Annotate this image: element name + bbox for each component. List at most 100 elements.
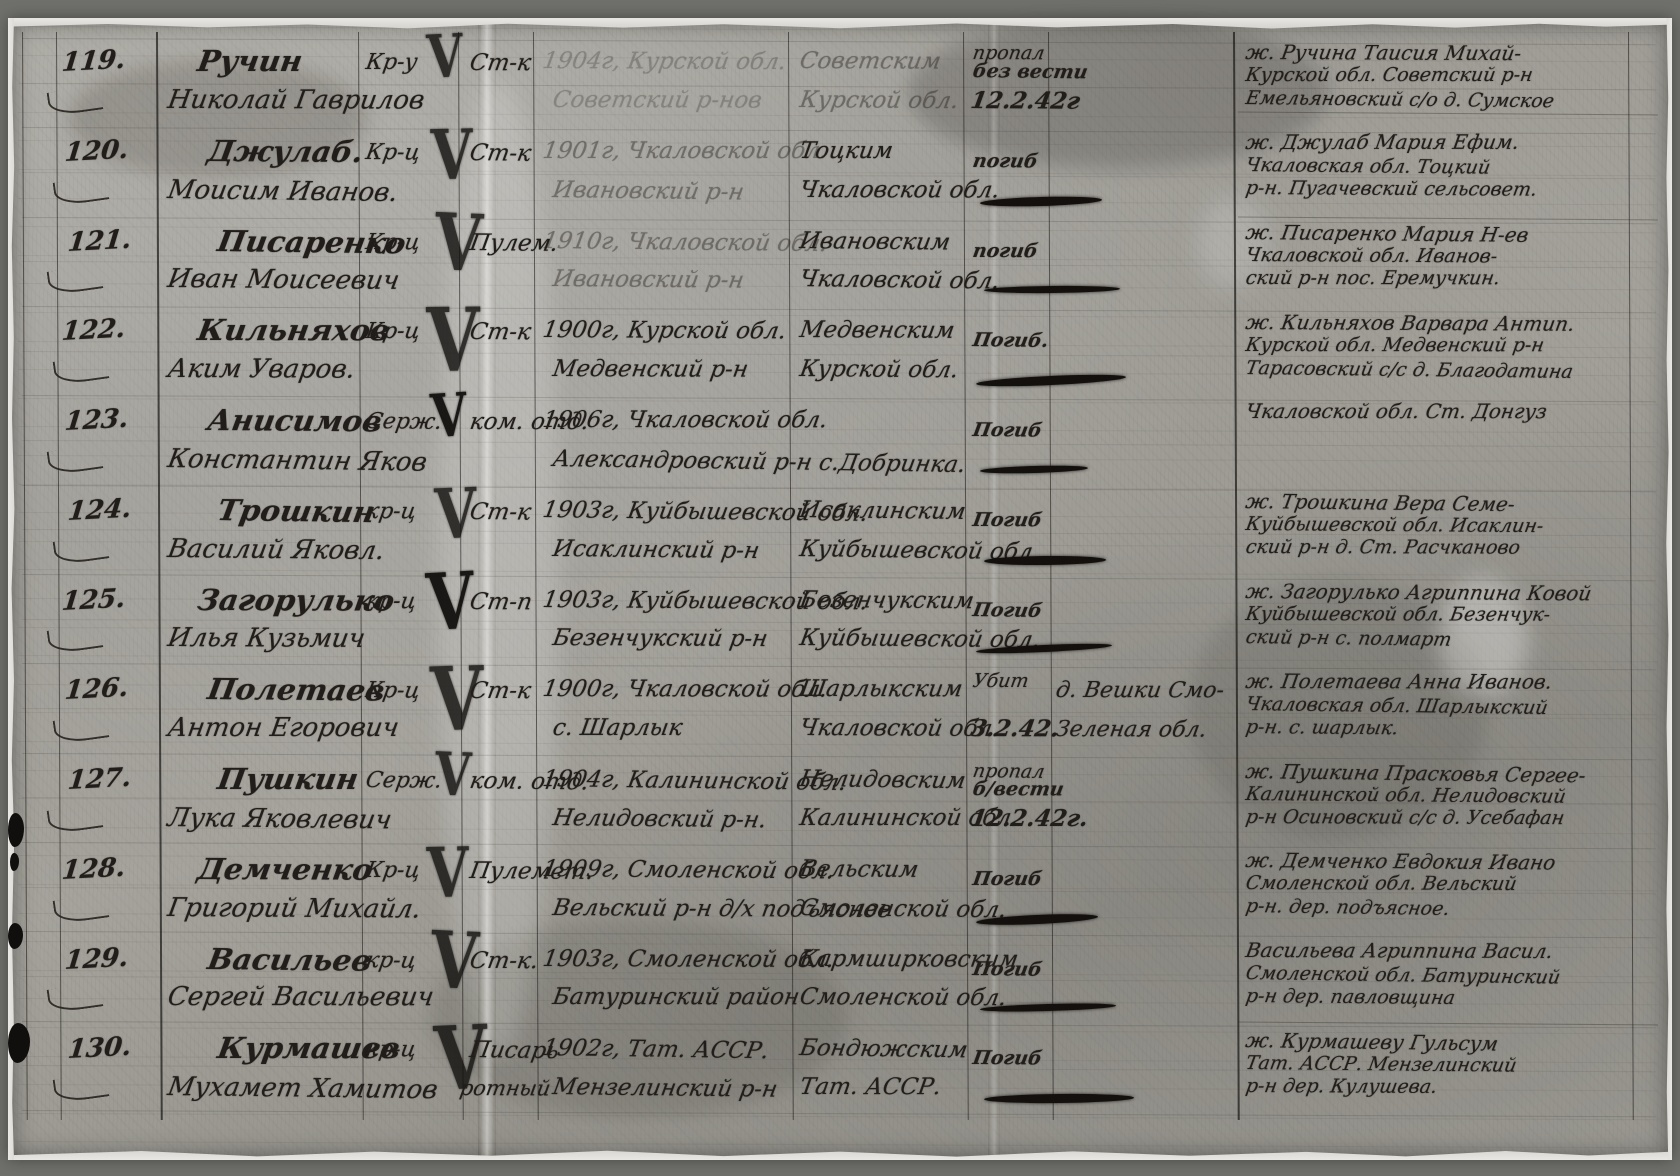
- birthplace-line2: Нелидовский р-н.: [550, 804, 769, 834]
- birthplace-line1: 1904г, Курской обл.: [540, 48, 789, 76]
- relatives-line1: ж. Ручина Таисия Михай-: [1244, 40, 1524, 66]
- surname-text: Демченко: [195, 851, 376, 887]
- relatives-line2: Чкаловская обл. Шарлыкский: [1244, 692, 1550, 719]
- relatives-line3: р-н дер. павловщина: [1244, 985, 1457, 1010]
- fate-line1: Убит: [971, 670, 1031, 693]
- rank-text: кр-ц: [363, 588, 419, 614]
- birthplace-line2: Исаклинский р-н: [550, 535, 762, 564]
- recruit-district-line2: Чкаловской обл.: [797, 266, 1002, 295]
- recruit-district-line1: Вельским: [797, 855, 921, 883]
- recruit-district-line2: Тат. АССР.: [797, 1074, 943, 1101]
- row-number: 121.: [66, 224, 133, 258]
- fate-line2: б/вести: [971, 778, 1066, 801]
- paper-edge-left: [8, 18, 15, 1160]
- relatives-line3: ский р-н д. Ст. Расчканово: [1244, 536, 1522, 559]
- role-text: Ст-к: [467, 498, 534, 526]
- surname-text: Пушкин: [215, 762, 361, 797]
- relatives-line2: Куйбышевской обл. Исаклин-: [1244, 513, 1546, 538]
- fate-line2: Погиб: [971, 867, 1044, 890]
- given-name-text: Моисим Иванов.: [165, 174, 401, 208]
- relatives-line2: Чкаловская обл. Тоцкий: [1244, 153, 1493, 179]
- row-number: 126.: [63, 673, 130, 707]
- checkmark-v-annotation: V: [428, 381, 470, 453]
- given-name-text: Антон Егорович: [165, 713, 402, 744]
- surname-text: Джулаб.: [205, 133, 366, 169]
- relatives-line3: р-н Осиновский с/с д. Усебафан: [1244, 805, 1566, 829]
- checkmark-v-annotation: V: [425, 22, 465, 93]
- fate-line2: без вести: [971, 60, 1090, 84]
- relatives-line2: Куйбышевской обл. Безенчук-: [1244, 602, 1552, 626]
- burial-place-line2: Зеленая обл.: [1053, 717, 1209, 743]
- rank-text: Кр-ц: [364, 319, 422, 345]
- relatives-line1: ж. Джулаб Мария Ефим.: [1244, 129, 1521, 154]
- fate-date: 12.2.42г.: [968, 804, 1091, 832]
- paper-edge-right: [1666, 18, 1672, 1160]
- recruit-district-line1: Ивановским: [797, 227, 953, 256]
- relatives-line1: ж. Демченко Евдокия Ивано: [1244, 848, 1558, 875]
- recruit-district-line2: Чкаловской обл.: [797, 176, 1002, 203]
- rank-text: кр-ц: [363, 947, 419, 974]
- birthplace-line1: 1903г, Смоленской обл.: [540, 945, 837, 973]
- birthplace-line1: 1901г, Чкаловской обл.: [540, 137, 830, 164]
- row-number: 123.: [63, 403, 130, 438]
- birthplace-line2: Ивановский р-н: [550, 176, 746, 206]
- role-text: Ст-п: [467, 588, 535, 616]
- fate-date: 12.2.42г: [968, 86, 1083, 115]
- given-name-text: Николай Гаврилов: [165, 84, 427, 116]
- given-name-text: Илья Кузьмич: [165, 623, 368, 655]
- relatives-line2: Смоленской обл. Вельский: [1244, 872, 1519, 896]
- relatives-line1: ж. Трошкина Вера Семе-: [1243, 489, 1517, 517]
- surname-text: Ручин: [195, 44, 305, 79]
- birthplace-line2: Мензелинский р-н: [550, 1074, 780, 1103]
- paper-crease: [988, 18, 1000, 1160]
- rank-text: кр-ц: [363, 498, 419, 525]
- given-name-text: Василий Яковл.: [165, 533, 387, 566]
- row-number: 119.: [60, 44, 127, 79]
- rank-text: Кр-у: [364, 50, 420, 76]
- birthplace-line2: с. Шарлык: [550, 715, 685, 742]
- relatives-line3: р-н дер. Кулушева.: [1244, 1074, 1439, 1098]
- relatives-line1: ж. Писаренко Мария Н-ев: [1243, 219, 1531, 247]
- grid-rule-horizontal: [21, 842, 1656, 850]
- relatives-line2: Калининской обл. Нелидовский: [1244, 782, 1568, 808]
- row-number: 129.: [63, 942, 130, 976]
- checkmark-v-annotation: V: [433, 740, 473, 811]
- surname-text: Полетаев: [205, 672, 388, 709]
- recruit-district-line1: Шарлыкским: [797, 676, 965, 703]
- given-name-text: Мухамет Хамитов: [165, 1072, 441, 1106]
- role-text: Ст-к: [467, 678, 534, 705]
- grid-rule-vertical: [22, 31, 28, 1120]
- relatives-line2: Тат. АССР. Мензелинский: [1244, 1051, 1519, 1077]
- birthplace-line1: 1909г, Смоленской обл.: [540, 855, 837, 885]
- fate-line2: Погиб: [971, 508, 1044, 532]
- relatives-line1: ж. Курмашеву Гульсум: [1243, 1027, 1501, 1056]
- recruit-district-line1: Медвенским: [797, 317, 957, 345]
- birthplace-line1: 1906г, Чкаловской обл.: [540, 407, 830, 434]
- birthplace-line2: Советский р-нов: [550, 86, 764, 114]
- paper-sheet: 119. Ручин Николай Гаврилов Кр-у V Ст-к 1904г,…: [8, 18, 1672, 1160]
- row-number: 120.: [63, 134, 130, 168]
- row-number: 124.: [66, 493, 133, 528]
- recruit-district-line1: Тоцким: [797, 137, 895, 164]
- surname-text: Кильняхов: [195, 313, 393, 348]
- birthplace-line1: 1900г, Курской обл.: [540, 317, 789, 345]
- checkmark-v-annotation: V: [430, 114, 474, 197]
- rank-text: Кр-ц: [363, 678, 423, 705]
- birthplace-line2: Безенчукский р-н: [550, 625, 770, 653]
- fate-line2: Погиб.: [971, 329, 1051, 353]
- given-name-text: Сергей Васильевич: [165, 982, 436, 1013]
- relatives-line2: Курской обл. Медвенский р-н: [1244, 333, 1546, 356]
- paper-highlight: [1438, 578, 1528, 698]
- relatives-line1: Чкаловской обл. Ст. Донгуз: [1244, 399, 1549, 424]
- recruit-district-line2: Курской обл.: [797, 356, 961, 384]
- fate-line2: Погиб: [971, 1047, 1044, 1070]
- relatives-line3: ский р-н с. полмарт: [1244, 625, 1454, 651]
- surname-text: Трошкин: [215, 492, 378, 530]
- recruit-district-line1: Бондюжским: [797, 1035, 970, 1064]
- role-secondary-text: ротный: [458, 1076, 553, 1101]
- relatives-line1: Васильева Агриппина Васил.: [1244, 938, 1555, 964]
- relatives-line3: р-н. Пугачевский сельсовет.: [1244, 176, 1539, 201]
- recruit-district-line1: Исаклинским: [797, 496, 968, 525]
- grid-rule-vertical: [156, 31, 163, 1120]
- role-text: Ст-к: [467, 319, 534, 346]
